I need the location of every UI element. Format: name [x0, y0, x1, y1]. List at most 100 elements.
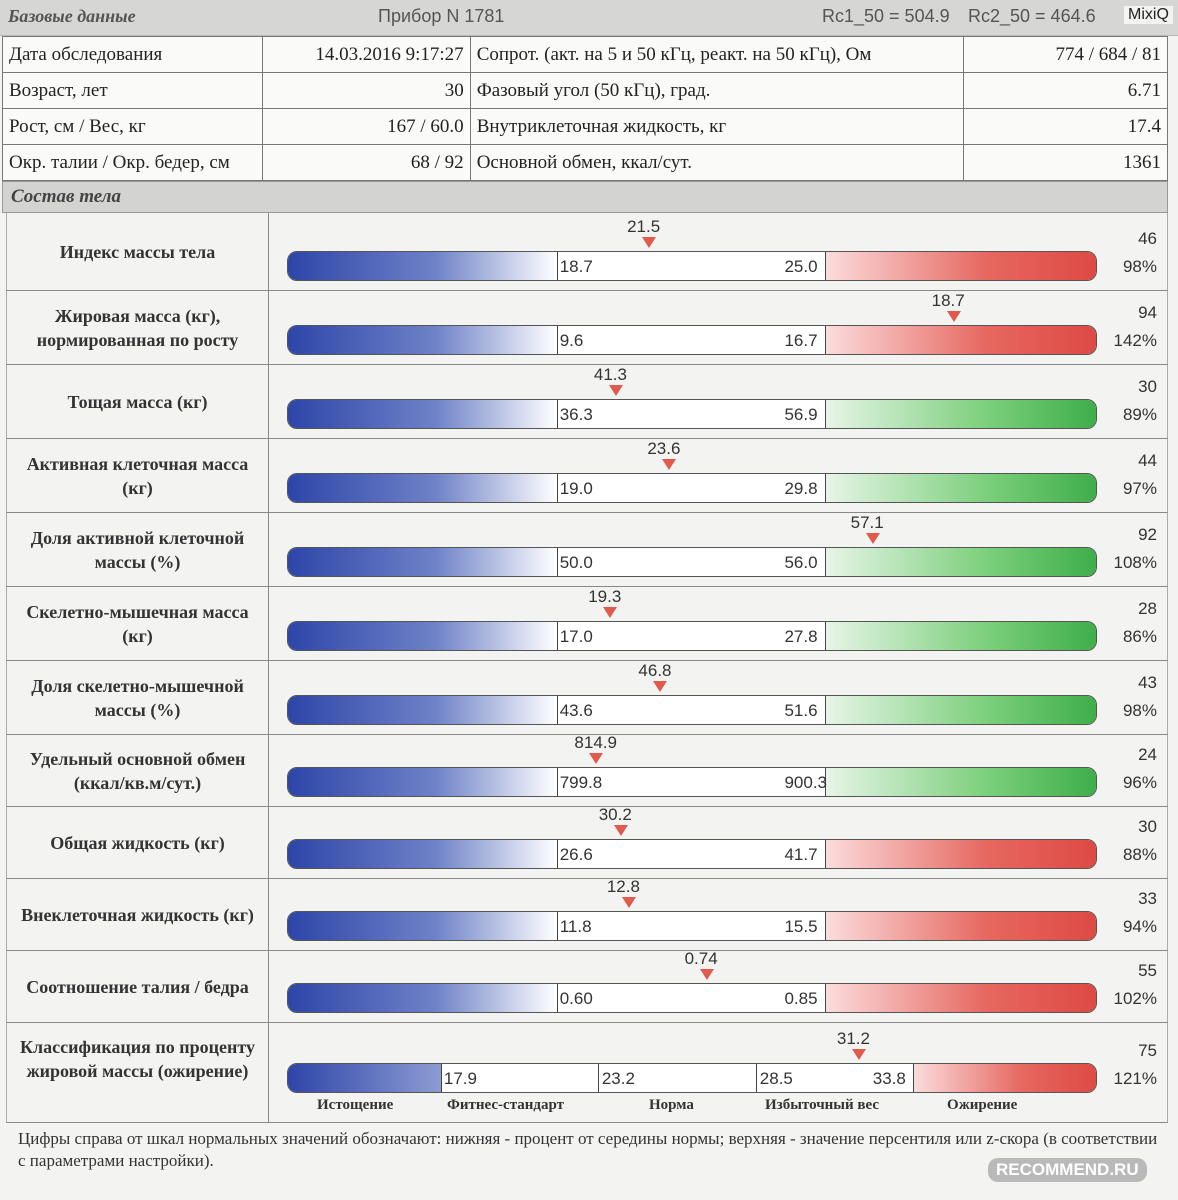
- row-label: Внеклеточная жидкость (кг): [7, 879, 269, 950]
- above-norm-zone: [826, 400, 1096, 428]
- body-row: Удельный основной обмен (ккал/кв.м/сут.)…: [6, 733, 1168, 807]
- above-norm-zone: [826, 252, 1096, 280]
- rc1-value: Rc1_50 = 504.9: [822, 6, 950, 26]
- brand-label: MixiQ: [1124, 6, 1173, 24]
- row-label: Индекс массы тела: [7, 213, 269, 290]
- norm-zone: [557, 768, 827, 796]
- value-marker: [699, 969, 714, 980]
- percentile-value: 44: [1138, 451, 1157, 470]
- row-label: Активная клеточная масса (кг): [7, 439, 269, 512]
- rc2-value: Rc2_50 = 464.6: [968, 6, 1096, 26]
- norm-low-label: 9.6: [559, 331, 584, 350]
- body-row: Доля скелетно-мышечной массы (%) 43.6 51.6…: [6, 661, 1168, 735]
- norm-high-label: 56.9: [784, 405, 818, 424]
- base-label: Возраст, лет: [2, 72, 263, 109]
- measured-value: 41.3: [593, 365, 627, 384]
- percentile-value: 55: [1138, 961, 1157, 980]
- row-label: Общая жидкость (кг): [7, 807, 269, 878]
- measured-value: 19.3: [588, 587, 622, 606]
- below-norm-zone: [288, 622, 558, 650]
- header-bar: Базовые данные Прибор N 1781 Rc1_50 = 50…: [0, 0, 1178, 36]
- class-threshold: 33.8: [872, 1069, 906, 1088]
- percent-of-norm: 96%: [1122, 773, 1157, 792]
- percentile-value: 30: [1138, 377, 1157, 396]
- norm-high-label: 51.6: [784, 701, 818, 720]
- value-marker: [603, 607, 618, 618]
- above-norm-zone: [826, 696, 1096, 724]
- class-threshold: 23.2: [601, 1069, 635, 1088]
- norm-bar: [287, 767, 1097, 797]
- value-marker: [613, 825, 628, 836]
- percent-of-norm: 108%: [1113, 553, 1157, 572]
- percentile-value: 94: [1138, 303, 1157, 322]
- class-category: Ожирение: [947, 1097, 1018, 1113]
- row-label: Тощая масса (кг): [7, 365, 269, 438]
- base-value: 167 / 60.0: [261, 108, 471, 145]
- norm-zone: [557, 840, 827, 868]
- measured-value: 21.5: [627, 217, 661, 236]
- percent-of-norm: 102%: [1113, 989, 1157, 1008]
- measured-value: 814.9: [574, 733, 617, 752]
- class-category: Норма: [649, 1097, 694, 1113]
- percentile-value: 33: [1138, 889, 1157, 908]
- norm-low-label: 36.3: [559, 405, 593, 424]
- classification-row: Классификация по проценту жировой массы …: [6, 1023, 1168, 1123]
- base-label: Сопрот. (акт. на 5 и 50 кГц, реакт. на 5…: [469, 36, 965, 73]
- row-label: Жировая масса (кг), нормированная по рос…: [7, 291, 269, 364]
- base-row: Возраст, лет 30 Фазовый угол (50 кГц), гра…: [2, 72, 1168, 109]
- base-row: Дата обследования 14.03.2016 9:17:27 Сопро…: [2, 36, 1168, 73]
- above-norm-zone: [826, 326, 1096, 354]
- above-norm-zone: [826, 474, 1096, 502]
- body-row: Тощая масса (кг) 36.3 56.9 41.3 30 89%: [6, 365, 1168, 439]
- percentile-value: 30: [1138, 817, 1157, 836]
- norm-high-label: 0.85: [784, 989, 818, 1008]
- below-norm-zone: [288, 840, 558, 868]
- below-norm-zone: [288, 474, 558, 502]
- norm-bar: [287, 473, 1097, 503]
- percent-of-norm: 97%: [1122, 479, 1157, 498]
- row-label: Удельный основной обмен (ккал/кв.м/сут.): [7, 735, 269, 806]
- norm-low-label: 17.0: [559, 627, 593, 646]
- norm-zone: [557, 984, 827, 1012]
- norm-zone: [557, 696, 827, 724]
- below-norm-zone: [288, 696, 558, 724]
- base-label: Фазовый угол (50 кГц), град.: [469, 72, 965, 109]
- header-title: Базовые данные: [8, 6, 136, 26]
- percentile-value: 92: [1138, 525, 1157, 544]
- body-row: Доля активной клеточной массы (%) 50.0 56.…: [6, 513, 1168, 587]
- norm-high-label: 27.8: [784, 627, 818, 646]
- norm-low-label: 799.8: [559, 773, 603, 792]
- base-value: 68 / 92: [261, 144, 471, 181]
- body-row: Жировая масса (кг), нормированная по рос…: [6, 291, 1168, 365]
- norm-low-label: 43.6: [559, 701, 593, 720]
- base-value: 14.03.2016 9:17:27: [261, 36, 471, 73]
- norm-bar: [287, 547, 1097, 577]
- below-norm-zone: [288, 326, 558, 354]
- percent-of-norm: 98%: [1122, 701, 1157, 720]
- below-norm-zone: [288, 768, 558, 796]
- section-title: Состав тела: [11, 186, 121, 207]
- row-label: Скелетно-мышечная масса (кг): [7, 587, 269, 660]
- percent-of-norm: 142%: [1113, 331, 1157, 350]
- percentile-value: 24: [1138, 745, 1157, 764]
- body-row: Внеклеточная жидкость (кг) 11.8 15.5 12.8 33…: [6, 877, 1168, 951]
- below-norm-zone: [288, 400, 558, 428]
- below-norm-zone: [288, 252, 558, 280]
- above-norm-zone: [826, 622, 1096, 650]
- norm-zone: [557, 548, 827, 576]
- percentile-value: 75: [1138, 1041, 1157, 1060]
- norm-bar: [287, 399, 1097, 429]
- percentile-value: 43: [1138, 673, 1157, 692]
- norm-bar: [287, 621, 1097, 651]
- measured-value: 30.2: [598, 805, 632, 824]
- value-marker: [851, 1049, 866, 1060]
- value-marker: [608, 385, 623, 396]
- measured-value: 46.8: [638, 661, 672, 680]
- norm-high-label: 56.0: [784, 553, 818, 572]
- base-value: 774 / 684 / 81: [963, 36, 1168, 73]
- measured-value: 12.8: [606, 877, 640, 896]
- norm-bar: [287, 911, 1097, 941]
- norm-zone: [557, 622, 827, 650]
- percent-of-norm: 88%: [1122, 845, 1157, 864]
- footnote: Цифры справа от шкал нормальных значений…: [18, 1129, 1158, 1170]
